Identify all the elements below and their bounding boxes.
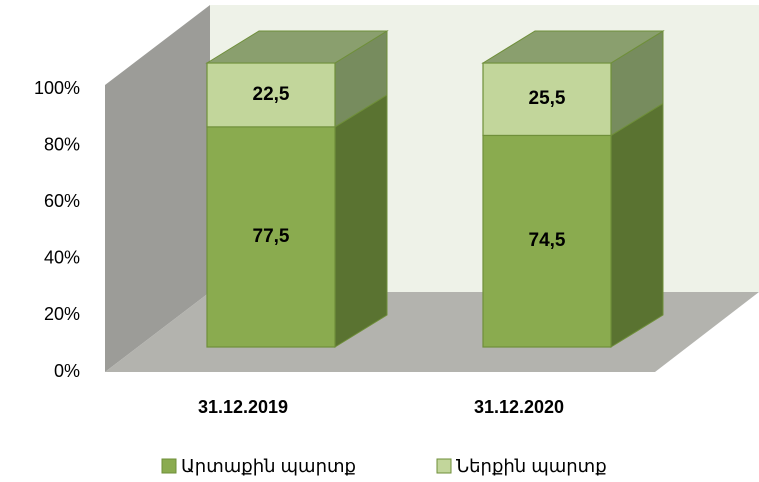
y-tick-label: 100% [34, 78, 80, 98]
bar-side [610, 102, 664, 348]
bar-side [334, 94, 388, 348]
y-tick-label: 20% [44, 304, 80, 324]
legend-swatch [436, 458, 452, 474]
value-label: 77,5 [253, 226, 290, 247]
legend-swatch [161, 458, 177, 474]
bar-segment [206, 126, 336, 348]
side-wall [105, 5, 210, 372]
bar-segment [482, 62, 612, 137]
bar-segment [206, 62, 336, 128]
value-label: 25,5 [529, 88, 566, 109]
legend-label: Ներքին պարտք [456, 456, 607, 476]
value-label: 22,5 [253, 84, 290, 105]
y-tick-label: 60% [44, 191, 80, 211]
bar-top [205, 30, 389, 64]
legend-label: Արտաքին պարտք [181, 456, 356, 476]
y-tick-label: 0% [54, 361, 80, 381]
y-tick-label: 40% [44, 248, 80, 268]
bar-segment [482, 134, 612, 348]
x-tick-label: 31.12.2020 [474, 397, 564, 417]
value-label: 74,5 [529, 230, 566, 251]
bar-top [481, 30, 665, 64]
x-tick-label: 31.12.2019 [198, 397, 288, 417]
y-tick-label: 80% [44, 134, 80, 154]
